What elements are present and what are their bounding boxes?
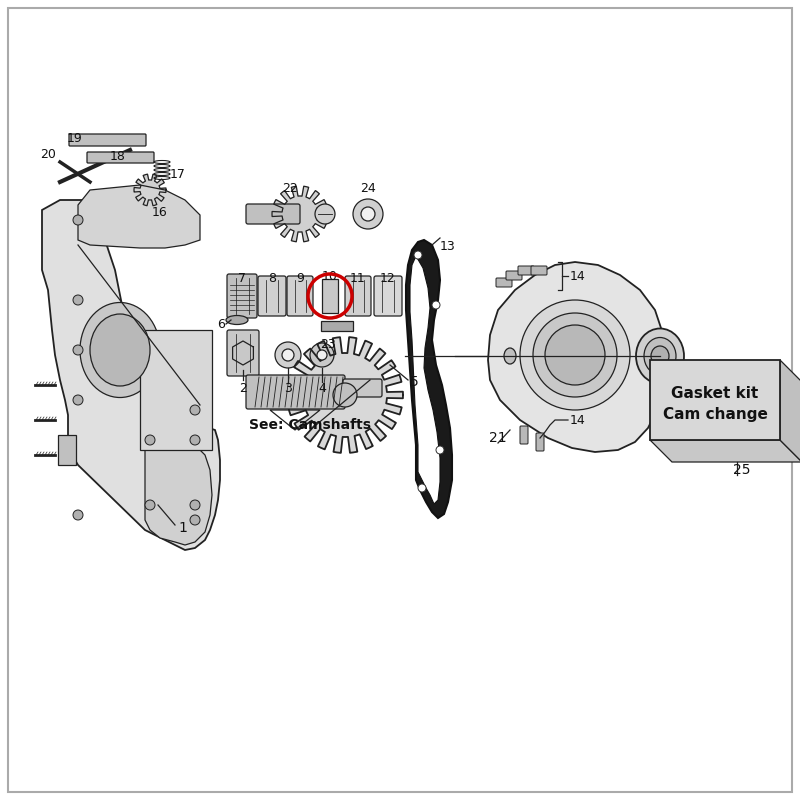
Circle shape: [315, 204, 335, 224]
Text: 5: 5: [410, 375, 418, 389]
FancyBboxPatch shape: [246, 375, 345, 409]
Circle shape: [418, 484, 426, 492]
Circle shape: [190, 405, 200, 415]
Polygon shape: [78, 185, 200, 248]
Polygon shape: [780, 360, 800, 462]
Text: 22: 22: [282, 182, 298, 195]
Text: 16: 16: [152, 206, 168, 219]
FancyBboxPatch shape: [496, 278, 512, 287]
Text: 10: 10: [322, 270, 338, 283]
Text: See: Camshafts: See: Camshafts: [249, 418, 371, 432]
Circle shape: [333, 383, 357, 407]
Circle shape: [533, 313, 617, 397]
FancyBboxPatch shape: [140, 330, 212, 450]
Ellipse shape: [353, 199, 383, 229]
Text: 13: 13: [440, 240, 456, 253]
Circle shape: [145, 435, 155, 445]
Text: 23: 23: [320, 338, 336, 351]
FancyBboxPatch shape: [321, 321, 353, 331]
Text: 11: 11: [350, 272, 366, 285]
FancyBboxPatch shape: [258, 276, 286, 316]
FancyBboxPatch shape: [520, 426, 528, 444]
Text: Cam change: Cam change: [662, 407, 767, 422]
FancyBboxPatch shape: [345, 276, 371, 316]
FancyBboxPatch shape: [343, 379, 382, 397]
FancyBboxPatch shape: [287, 276, 313, 316]
Text: 17: 17: [170, 167, 186, 181]
Ellipse shape: [644, 338, 676, 374]
Ellipse shape: [504, 348, 516, 364]
Polygon shape: [287, 337, 403, 453]
Polygon shape: [272, 186, 328, 242]
FancyBboxPatch shape: [227, 274, 257, 318]
Text: 21: 21: [489, 431, 507, 445]
FancyBboxPatch shape: [87, 152, 154, 163]
Circle shape: [520, 300, 630, 410]
Text: 14: 14: [570, 414, 586, 426]
Ellipse shape: [90, 314, 150, 386]
FancyBboxPatch shape: [227, 330, 259, 376]
Polygon shape: [134, 174, 166, 206]
Text: 24: 24: [360, 182, 376, 195]
Circle shape: [436, 446, 444, 454]
FancyBboxPatch shape: [58, 435, 76, 465]
Text: 20: 20: [40, 149, 56, 162]
Text: 18: 18: [110, 150, 126, 163]
Polygon shape: [145, 410, 212, 545]
Circle shape: [545, 325, 605, 385]
Text: 7: 7: [238, 272, 246, 285]
Circle shape: [73, 295, 83, 305]
Ellipse shape: [317, 350, 327, 360]
FancyBboxPatch shape: [536, 433, 544, 451]
Ellipse shape: [310, 343, 334, 367]
Text: 1: 1: [178, 521, 187, 535]
Text: 12: 12: [380, 272, 396, 285]
Polygon shape: [233, 341, 254, 365]
FancyBboxPatch shape: [650, 360, 780, 440]
FancyBboxPatch shape: [506, 271, 522, 280]
Ellipse shape: [651, 346, 669, 366]
Text: 2: 2: [239, 382, 247, 395]
Text: Gasket kit: Gasket kit: [671, 386, 758, 401]
FancyBboxPatch shape: [518, 266, 534, 275]
Polygon shape: [410, 256, 440, 504]
Ellipse shape: [80, 302, 160, 398]
Circle shape: [190, 500, 200, 510]
FancyBboxPatch shape: [246, 204, 300, 224]
Text: 8: 8: [268, 272, 276, 285]
Text: 3: 3: [284, 382, 292, 395]
Ellipse shape: [361, 207, 375, 221]
Polygon shape: [488, 262, 666, 452]
Circle shape: [73, 510, 83, 520]
Ellipse shape: [636, 329, 684, 383]
Polygon shape: [650, 440, 800, 462]
Text: 6: 6: [217, 318, 225, 330]
FancyBboxPatch shape: [322, 279, 338, 313]
Text: 25: 25: [734, 463, 750, 477]
Ellipse shape: [226, 315, 248, 325]
Ellipse shape: [275, 342, 301, 368]
Text: 15: 15: [652, 405, 668, 418]
Text: 9: 9: [296, 272, 304, 285]
Circle shape: [190, 515, 200, 525]
Polygon shape: [406, 240, 452, 518]
Circle shape: [190, 435, 200, 445]
Ellipse shape: [282, 349, 294, 361]
FancyBboxPatch shape: [69, 134, 146, 146]
Circle shape: [145, 500, 155, 510]
Circle shape: [414, 251, 422, 259]
Text: 14: 14: [570, 270, 586, 282]
Polygon shape: [42, 200, 220, 550]
Text: 4: 4: [318, 382, 326, 395]
Circle shape: [432, 301, 440, 309]
Circle shape: [73, 395, 83, 405]
Circle shape: [73, 215, 83, 225]
FancyBboxPatch shape: [374, 276, 402, 316]
Text: 19: 19: [67, 132, 83, 145]
Circle shape: [73, 345, 83, 355]
FancyBboxPatch shape: [531, 266, 547, 275]
